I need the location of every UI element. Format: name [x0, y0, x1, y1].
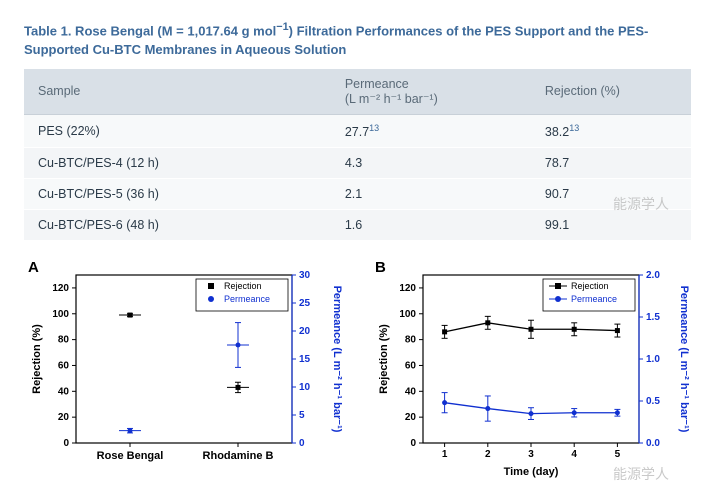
svg-text:120: 120 — [52, 283, 69, 294]
cell-permeance: 27.713 — [331, 114, 531, 147]
svg-text:120: 120 — [399, 283, 416, 294]
svg-text:Rose Bengal: Rose Bengal — [97, 450, 164, 462]
title-sup: −1 — [276, 21, 288, 33]
svg-text:2: 2 — [485, 449, 491, 460]
header-permeance: Permeance (L m⁻² h⁻¹ bar⁻¹) — [331, 69, 531, 115]
svg-text:20: 20 — [405, 412, 417, 423]
svg-text:60: 60 — [405, 360, 417, 371]
table-row: Cu-BTC/PES-6 (48 h) 1.699.1 — [24, 209, 691, 240]
svg-text:Rejection: Rejection — [224, 281, 262, 291]
svg-text:40: 40 — [405, 386, 417, 397]
table-row: Cu-BTC/PES-4 (12 h) 4.378.7 — [24, 147, 691, 178]
header-sample: Sample — [24, 69, 331, 115]
svg-text:Permeance: Permeance — [224, 294, 270, 304]
svg-text:25: 25 — [299, 298, 311, 309]
cell-rejection: 99.1 — [531, 209, 691, 240]
svg-text:Rejection (%): Rejection (%) — [378, 324, 390, 394]
header-rejection: Rejection (%) — [531, 69, 691, 115]
panel-label-a: A — [28, 259, 39, 276]
svg-text:0.5: 0.5 — [646, 396, 660, 407]
panel-label-b: B — [375, 259, 386, 276]
chart-b: 0 20 40 60 80 100 120 0.0 0.5 1.0 1.5 2.0 1 2 3 4 5 Time … — [371, 259, 691, 479]
svg-text:15: 15 — [299, 354, 311, 365]
svg-text:1.5: 1.5 — [646, 312, 660, 323]
svg-text:1.0: 1.0 — [646, 354, 660, 365]
svg-text:80: 80 — [58, 334, 70, 345]
watermark: 能源学人 — [613, 464, 669, 484]
table-header-row: Sample Permeance (L m⁻² h⁻¹ bar⁻¹) Rejec… — [24, 69, 691, 115]
svg-text:0: 0 — [410, 438, 416, 449]
svg-text:40: 40 — [58, 386, 70, 397]
cell-sample: Cu-BTC/PES-4 (12 h) — [24, 147, 331, 178]
chart-a: 0 20 40 60 80 100 120 0 5 10 15 20 25 30 Rose Bengal Rh… — [24, 259, 344, 479]
cell-rejection: 78.7 — [531, 147, 691, 178]
svg-text:Time (day): Time (day) — [504, 466, 559, 478]
watermark: 能源学人 — [613, 194, 669, 214]
title-prefix: Table 1. Rose Bengal (M = 1,017.64 g mol — [24, 23, 276, 38]
svg-text:100: 100 — [52, 309, 69, 320]
table-row: Cu-BTC/PES-5 (36 h) 2.190.7 — [24, 178, 691, 209]
table-row: PES (22%)27.71338.213 — [24, 114, 691, 147]
svg-text:20: 20 — [299, 326, 311, 337]
table-title: Table 1. Rose Bengal (M = 1,017.64 g mol… — [24, 20, 691, 59]
svg-text:Rejection: Rejection — [571, 281, 609, 291]
chart-b-holder: B 0 20 40 60 80 100 120 0.0 0.5 1.0 1.5 2.0 1 2 3 4 5 Tim… — [371, 259, 691, 479]
svg-text:20: 20 — [58, 412, 70, 423]
svg-text:0: 0 — [63, 438, 69, 449]
svg-text:Rejection (%): Rejection (%) — [31, 324, 43, 394]
filtration-table: Sample Permeance (L m⁻² h⁻¹ bar⁻¹) Rejec… — [24, 69, 691, 241]
svg-text:0: 0 — [299, 438, 305, 449]
svg-text:2.0: 2.0 — [646, 270, 660, 281]
svg-text:5: 5 — [615, 449, 621, 460]
svg-text:4: 4 — [571, 449, 577, 460]
svg-text:10: 10 — [299, 382, 311, 393]
cell-permeance: 4.3 — [331, 147, 531, 178]
svg-text:100: 100 — [399, 309, 416, 320]
cell-rejection: 38.213 — [531, 114, 691, 147]
cell-permeance: 2.1 — [331, 178, 531, 209]
svg-text:1: 1 — [442, 449, 448, 460]
chart-a-holder: A 0 20 40 60 80 100 120 0 5 10 15 20 25 30 Rose Bengal… — [24, 259, 344, 479]
cell-permeance: 1.6 — [331, 209, 531, 240]
svg-text:0.0: 0.0 — [646, 438, 660, 449]
svg-text:5: 5 — [299, 410, 305, 421]
svg-text:Permeance (L m⁻² h⁻¹ bar⁻¹): Permeance (L m⁻² h⁻¹ bar⁻¹) — [331, 285, 343, 432]
svg-text:30: 30 — [299, 270, 311, 281]
svg-text:Permeance (L m⁻² h⁻¹ bar⁻¹): Permeance (L m⁻² h⁻¹ bar⁻¹) — [678, 285, 690, 432]
svg-text:3: 3 — [528, 449, 534, 460]
cell-sample: PES (22%) — [24, 114, 331, 147]
svg-text:Rhodamine B: Rhodamine B — [203, 450, 274, 462]
svg-text:60: 60 — [58, 360, 70, 371]
cell-sample: Cu-BTC/PES-5 (36 h) — [24, 178, 331, 209]
svg-text:Permeance: Permeance — [571, 294, 617, 304]
svg-text:80: 80 — [405, 334, 417, 345]
cell-sample: Cu-BTC/PES-6 (48 h) — [24, 209, 331, 240]
